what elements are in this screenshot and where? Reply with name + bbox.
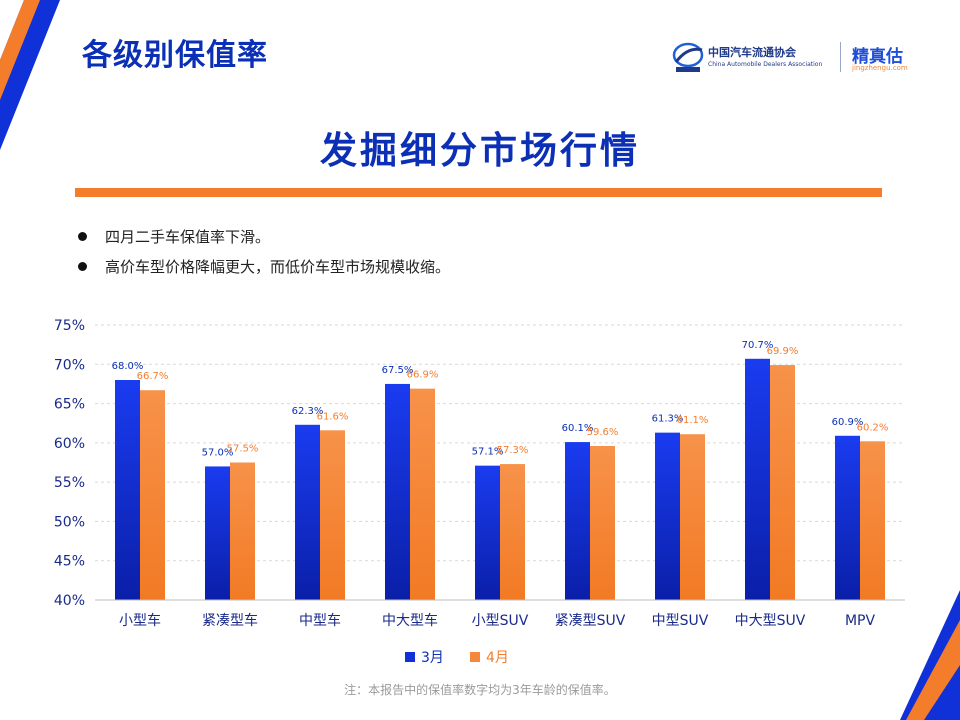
x-category-label: 中型SUV — [652, 613, 709, 629]
legend-swatch-april — [470, 652, 480, 662]
data-label: 61.1% — [677, 415, 709, 426]
headline-underline — [75, 188, 882, 197]
legend-swatch-march — [405, 652, 415, 662]
data-label: 57.0% — [202, 447, 234, 458]
data-label: 66.7% — [137, 371, 169, 382]
corner-decoration-bottom-right — [900, 590, 960, 720]
cada-name-cn: 中国汽车流通协会 — [708, 46, 796, 59]
data-label: 62.3% — [292, 406, 324, 417]
y-tick-label: 65% — [54, 397, 85, 413]
bar-april — [590, 446, 615, 600]
data-label: 60.1% — [562, 423, 594, 434]
cada-name-en: China Automobile Dealers Association — [708, 61, 823, 68]
legend-label: 3月 — [421, 650, 444, 666]
data-label: 57.1% — [472, 447, 504, 458]
bar-march — [205, 466, 230, 600]
y-tick-label: 75% — [54, 318, 85, 334]
y-tick-label: 50% — [54, 514, 85, 530]
data-label: 59.6% — [587, 427, 619, 438]
legend-label: 4月 — [486, 650, 509, 666]
data-label: 61.3% — [652, 414, 684, 425]
bullet-dot-icon — [78, 232, 87, 241]
section-headline: 发掘细分市场行情 — [320, 129, 640, 172]
bar-april — [320, 430, 345, 600]
x-category-label: 中大型SUV — [735, 613, 806, 629]
bar-march — [745, 358, 770, 600]
cada-logo-icon — [672, 42, 704, 72]
x-category-label: 小型SUV — [472, 613, 529, 629]
bar-april — [230, 462, 255, 600]
data-label: 57.3% — [497, 445, 529, 456]
corner-decoration-top-left — [0, 0, 60, 150]
data-label: 61.6% — [317, 411, 349, 422]
data-label: 60.9% — [832, 417, 864, 428]
y-tick-label: 55% — [54, 475, 85, 491]
retention-bar-chart: 68.0%66.7% 57.0%57.5% 62.3%61.6% 67.5%66.9%… — [54, 318, 905, 666]
data-label: 69.9% — [767, 346, 799, 357]
bar-march — [115, 380, 140, 600]
data-label: 67.5% — [382, 365, 414, 376]
x-category-label: 中型车 — [299, 612, 341, 629]
y-tick-label: 45% — [54, 554, 85, 570]
x-category-label: 紧凑型SUV — [555, 612, 626, 629]
footnote: 注：本报告中的保值率数字均为3年车龄的保值率。 — [344, 683, 616, 697]
bar-april — [140, 390, 165, 600]
bullet-dot-icon — [78, 262, 87, 271]
bar-april — [680, 434, 705, 600]
x-category-label: 紧凑型车 — [202, 612, 258, 629]
x-category-label: 中大型车 — [382, 612, 438, 629]
bullet-text: 高价车型价格降幅更大，而低价车型市场规模收缩。 — [105, 258, 451, 276]
bar-march — [565, 442, 590, 600]
page-title: 各级别保值率 — [82, 38, 268, 73]
bullet-text: 四月二手车保值率下滑。 — [105, 228, 271, 246]
brand-name: 精真估 — [852, 47, 903, 67]
data-label: 60.2% — [857, 422, 889, 433]
logo-divider — [840, 42, 841, 72]
data-label: 57.5% — [227, 444, 259, 455]
bar-march — [655, 432, 680, 600]
y-tick-label: 70% — [54, 357, 85, 373]
bar-april — [860, 441, 885, 600]
bar-april — [410, 388, 435, 600]
y-tick-label: 40% — [54, 593, 85, 609]
data-label: 66.9% — [407, 370, 439, 381]
bar-march — [385, 383, 410, 600]
bar-march — [295, 424, 320, 600]
y-tick-label: 60% — [54, 436, 85, 452]
bar-march — [835, 435, 860, 600]
bar-april — [770, 365, 795, 600]
bar-april — [500, 464, 525, 600]
data-label: 70.7% — [742, 340, 774, 351]
brand-url: jingzhengu.com — [852, 64, 908, 72]
logo-area: 中国汽车流通协会 China Automobile Dealers Associ… — [672, 40, 932, 76]
x-category-label: MPV — [845, 613, 876, 629]
data-label: 68.0% — [112, 361, 144, 372]
x-category-label: 小型车 — [119, 612, 161, 629]
bar-march — [475, 465, 500, 600]
